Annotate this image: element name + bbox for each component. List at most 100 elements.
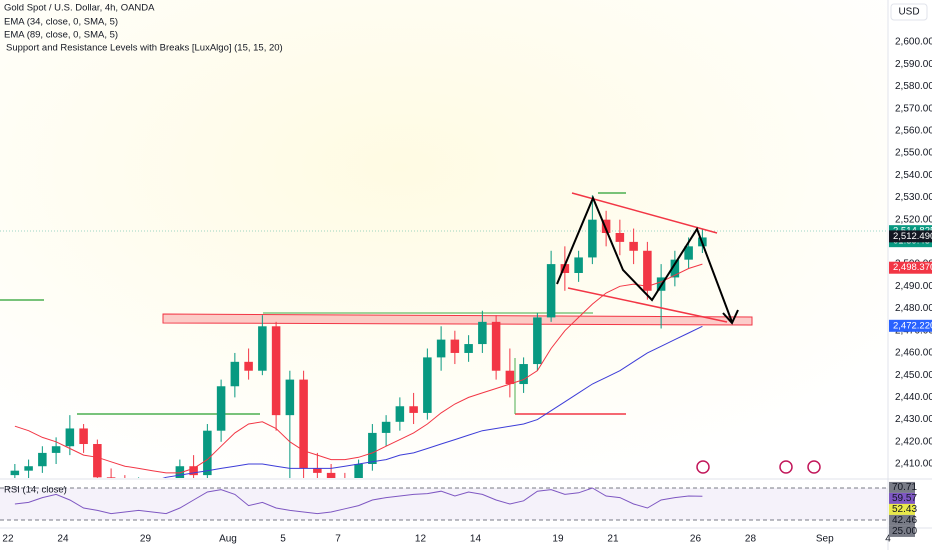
zigzag bbox=[556, 195, 733, 323]
support-zone bbox=[162, 313, 753, 326]
pattern-drawing bbox=[556, 192, 821, 474]
ema-line bbox=[162, 325, 703, 478]
event-icon bbox=[696, 460, 710, 474]
y-tick-label: 2,560.000 bbox=[895, 125, 932, 136]
candle-body bbox=[519, 364, 528, 385]
candle-body bbox=[258, 326, 267, 371]
price-tag bbox=[889, 261, 932, 274]
candle-body bbox=[285, 379, 295, 416]
y-tick-label: 2,530.000 bbox=[895, 192, 932, 203]
candle-body bbox=[354, 464, 363, 478]
x-tick-label: 12 bbox=[415, 534, 427, 545]
y-tick-label: 2,590.000 bbox=[895, 59, 932, 70]
rsi-band bbox=[0, 488, 888, 520]
price-tag bbox=[889, 319, 932, 332]
chart-title: Gold Spot / U.S. Dollar, 4h, OANDA bbox=[4, 3, 155, 14]
candle-body bbox=[368, 432, 377, 465]
plot bbox=[10, 195, 707, 478]
channel-line bbox=[567, 287, 728, 323]
candle-body bbox=[271, 326, 281, 416]
axes: 2,410.000 2,420.000 2,430.000 2,440.000 2,45… bbox=[2, 37, 932, 545]
legend-entry: EMA (89, close, 0, SMA, 5) bbox=[4, 30, 118, 41]
candle-body bbox=[10, 470, 20, 476]
rsi-tag bbox=[889, 525, 915, 537]
candle-body bbox=[423, 357, 432, 413]
candle-body bbox=[51, 446, 61, 453]
main-pane bbox=[0, 0, 888, 478]
event-icons bbox=[696, 460, 821, 474]
event-icon bbox=[779, 460, 793, 474]
price-tag-label: 2,498.370 bbox=[893, 262, 932, 273]
rsi-line bbox=[14, 487, 703, 515]
y-tick-label: 2,520.000 bbox=[895, 214, 932, 225]
drawings bbox=[0, 192, 888, 415]
arrow-head bbox=[722, 309, 739, 325]
candle-body bbox=[216, 386, 226, 431]
currency-button[interactable] bbox=[890, 3, 928, 21]
candle-body bbox=[299, 379, 308, 469]
y-tick-label: 2,580.000 bbox=[895, 81, 932, 92]
candle-body bbox=[230, 361, 240, 387]
x-tick-label: 4 bbox=[885, 534, 891, 545]
y-tick-label: 2,420.000 bbox=[895, 436, 932, 447]
candle-body bbox=[546, 264, 556, 318]
x-tick-label: 5 bbox=[280, 534, 286, 545]
event-icon bbox=[807, 460, 821, 474]
candle-body bbox=[313, 468, 322, 473]
price-tag-label: 2,472.220 bbox=[893, 320, 932, 331]
candle-body bbox=[395, 406, 405, 422]
candle-body bbox=[450, 339, 460, 353]
y-tick-label: 2,480.000 bbox=[895, 303, 932, 314]
rsi-tag-label: 25.00 bbox=[892, 526, 917, 537]
rsi-tag-label: 52.43 bbox=[892, 504, 917, 515]
y-tick-label: 2,450.000 bbox=[895, 370, 932, 381]
candle-body bbox=[79, 428, 88, 445]
x-tick-label: 22 bbox=[2, 534, 14, 545]
x-tick-label: 14 bbox=[470, 534, 482, 545]
y-tick-label: 2,600.000 bbox=[895, 37, 932, 48]
y-tick-label: 2,440.000 bbox=[895, 392, 932, 403]
x-tick-label: 26 bbox=[690, 534, 702, 545]
candle-body bbox=[203, 430, 212, 476]
x-tick-label: Aug bbox=[219, 534, 237, 545]
candle-body bbox=[381, 421, 391, 433]
candle-body bbox=[106, 477, 116, 478]
candle-body bbox=[175, 466, 185, 478]
legend-entry: EMA (34, close, 0, SMA, 5) bbox=[4, 17, 118, 28]
x-tick-label: Sep bbox=[816, 534, 834, 545]
candle-body bbox=[560, 264, 570, 273]
candle-body bbox=[684, 246, 693, 260]
x-tick-label: 24 bbox=[57, 534, 69, 545]
candle-body bbox=[38, 452, 47, 467]
rsi-tag bbox=[889, 492, 915, 504]
candle-body bbox=[409, 406, 418, 413]
ema-line bbox=[14, 263, 703, 474]
candle-body bbox=[189, 466, 198, 476]
currency[interactable]: USD bbox=[898, 7, 919, 18]
channel-line bbox=[571, 192, 718, 234]
x-tick-label: 7 bbox=[335, 534, 341, 545]
x-tick-label: 19 bbox=[552, 534, 564, 545]
rsi-tag bbox=[889, 481, 915, 493]
y-tick-label: 2,490.000 bbox=[895, 281, 932, 292]
rsi-tag bbox=[889, 503, 915, 515]
rsi-tag bbox=[889, 514, 915, 526]
y-tick-label: 2,540.000 bbox=[895, 170, 932, 181]
candle-body bbox=[670, 259, 680, 278]
y-tick-label: 2,570.000 bbox=[895, 103, 932, 114]
candle-body bbox=[629, 241, 638, 251]
candle-body bbox=[574, 257, 583, 273]
x-tick-label: 29 bbox=[140, 534, 152, 545]
candle-body bbox=[505, 370, 515, 385]
rsi-tag-label: 42.46 bbox=[892, 515, 917, 526]
candle-body bbox=[93, 444, 102, 478]
rsi-plot bbox=[0, 487, 888, 521]
rsi-tag-label: 70.71 bbox=[892, 482, 917, 493]
candle-body bbox=[601, 219, 611, 234]
candle-body bbox=[464, 344, 473, 353]
y-tick-label: 2,430.000 bbox=[895, 414, 932, 425]
x-tick-label: 28 bbox=[745, 534, 757, 545]
candle-body bbox=[643, 250, 652, 291]
candle-body bbox=[588, 219, 597, 258]
